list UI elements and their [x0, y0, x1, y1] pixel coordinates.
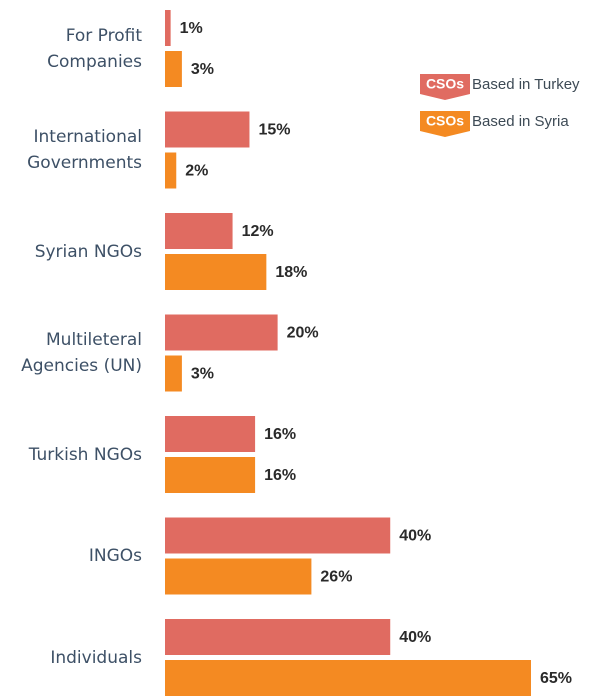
category-label: Multileteral Agencies (UN) [21, 330, 142, 376]
category-label: Syrian NGOs [34, 241, 142, 262]
value-label: 20% [287, 325, 319, 342]
value-label: 16% [264, 426, 296, 443]
value-label: 3% [191, 61, 214, 78]
value-label: 3% [191, 366, 214, 383]
legend-badge-text: CSOs [426, 76, 464, 92]
legend-badge [420, 111, 470, 137]
bar [165, 558, 312, 595]
bar [165, 213, 233, 249]
bar [165, 619, 391, 655]
value-label: 40% [399, 629, 431, 646]
bar [165, 51, 182, 87]
value-label: 1% [180, 20, 203, 37]
value-label: 12% [242, 223, 274, 240]
category-label: International Governments [27, 127, 142, 173]
bar [165, 254, 267, 290]
value-label: 65% [540, 670, 572, 687]
category-label: Turkish NGOs [28, 444, 142, 465]
legend-label: Based in Turkey [472, 76, 580, 93]
legend-badge [420, 74, 470, 100]
bar [165, 355, 182, 392]
legend-label: Based in Syria [472, 113, 569, 130]
bar [165, 152, 177, 189]
bar [165, 457, 256, 493]
bar [165, 416, 256, 452]
bar [165, 10, 171, 46]
legend-badge-text: CSOs [426, 113, 464, 129]
value-label: 16% [264, 467, 296, 484]
bar [165, 111, 250, 148]
value-label: 15% [258, 122, 290, 139]
bar [165, 660, 531, 696]
value-label: 2% [185, 163, 208, 180]
category-label: INGOs [88, 546, 142, 566]
bar [165, 314, 278, 351]
bar [165, 517, 391, 554]
value-label: 40% [399, 528, 431, 545]
category-label: Individuals [50, 647, 142, 668]
value-label: 18% [275, 264, 307, 281]
value-label: 26% [320, 569, 352, 586]
category-label: For Profit Companies [47, 25, 142, 72]
